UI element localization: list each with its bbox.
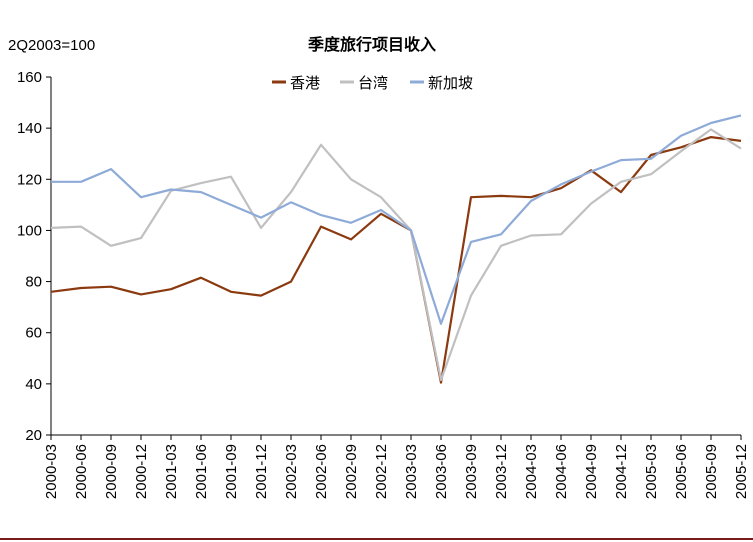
y-tick-label: 20 [25, 427, 42, 444]
x-tick-label: 2000-06 [73, 444, 90, 499]
unit-label: 2Q2003=100 [8, 37, 95, 54]
legend-item-2: 新加坡 [410, 74, 473, 92]
legend: 香港 台湾 新加坡 [272, 74, 473, 92]
x-tick-label: 2001-03 [163, 444, 180, 499]
x-tick-label: 2002-09 [343, 444, 360, 499]
x-tick-label: 2003-09 [463, 444, 480, 499]
x-tick-label: 2000-09 [103, 444, 120, 499]
x-tick-label: 2004-06 [553, 444, 570, 499]
y-tick-label: 40 [25, 376, 42, 393]
x-tick-label: 2005-09 [703, 444, 720, 499]
y-tick-label: 120 [17, 171, 42, 188]
x-tick-label: 2003-06 [433, 444, 450, 499]
x-tick-label: 2001-12 [253, 444, 270, 499]
x-tick-label: 2002-03 [283, 444, 300, 499]
x-tick-label: 2004-03 [523, 444, 540, 499]
series-line-2 [51, 114, 742, 325]
x-tick-label: 2003-03 [403, 444, 420, 499]
x-tick-label: 2000-03 [43, 444, 60, 499]
x-tick-label: 2004-09 [583, 444, 600, 499]
legend-label: 香港 [290, 74, 320, 92]
x-tick-label: 2005-12 [733, 444, 750, 499]
series-line-1 [50, 128, 742, 382]
x-tick-label: 2000-12 [133, 444, 150, 499]
legend-label: 新加坡 [428, 74, 473, 92]
x-axis: 2000-03 2000-06 2000-09 2000-12 2001-03 2001-… [43, 434, 750, 499]
x-tick-label: 2003-12 [493, 444, 510, 499]
legend-item-1: 台湾 [340, 74, 388, 92]
y-tick-label: 60 [25, 325, 42, 342]
x-tick-label: 2005-03 [643, 444, 660, 499]
y-tick-label: 160 [17, 69, 42, 86]
y-tick-label: 100 [17, 222, 42, 239]
x-tick-label: 2002-06 [313, 444, 330, 499]
x-tick-label: 2004-12 [613, 444, 630, 499]
x-tick-label: 2002-12 [373, 444, 390, 499]
x-tick-label: 2001-06 [193, 444, 210, 499]
x-tick-label: 2005-06 [673, 444, 690, 499]
y-tick-label: 140 [17, 120, 42, 137]
legend-item-0: 香港 [272, 74, 320, 92]
y-tick-label: 80 [25, 274, 42, 291]
x-tick-label: 2001-09 [223, 444, 240, 499]
legend-label: 台湾 [358, 74, 388, 92]
series-lines [50, 114, 742, 384]
y-axis: 20 40 60 80 100 120 140 160 [17, 69, 52, 444]
chart-title: 季度旅行项目收入 [307, 35, 436, 54]
series-line-0 [50, 136, 742, 384]
